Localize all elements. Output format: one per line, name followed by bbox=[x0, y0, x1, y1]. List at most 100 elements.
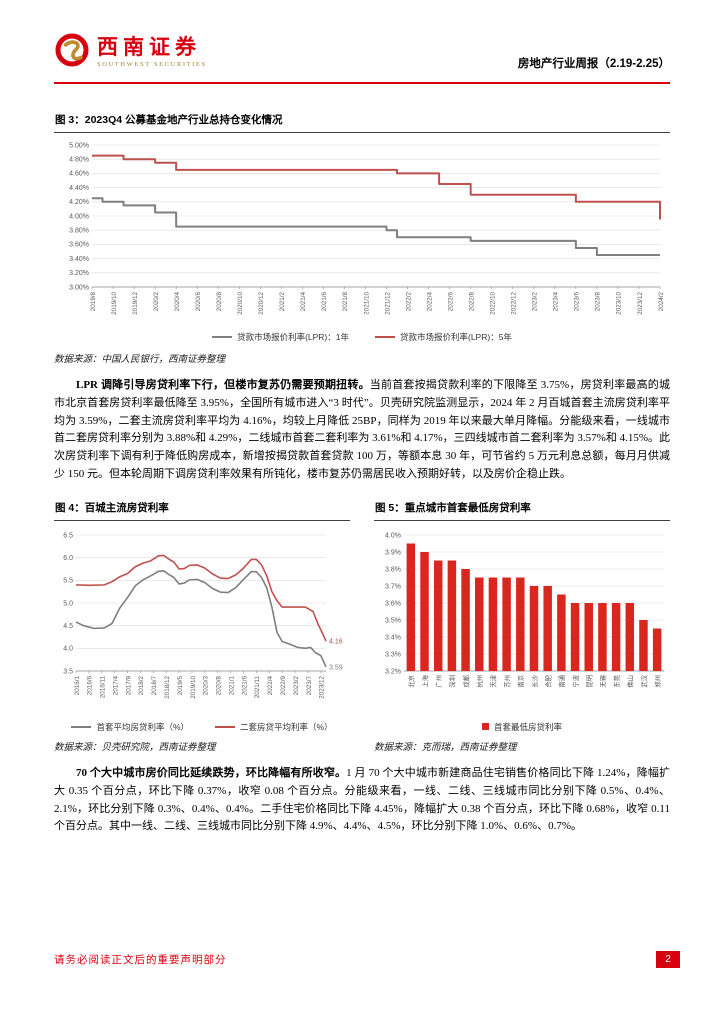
svg-text:北京: 北京 bbox=[407, 675, 416, 688]
figure-3-title: 图 3：2023Q4 公募基金地产行业总持仓变化情况 bbox=[54, 108, 670, 133]
svg-text:3.80%: 3.80% bbox=[69, 228, 89, 235]
figure-4-legend: 首套平均房贷利率（%） 二套房贷平均利率（%） bbox=[54, 721, 350, 733]
svg-text:4.00%: 4.00% bbox=[69, 213, 89, 220]
bar-广州 bbox=[433, 560, 443, 671]
svg-text:2023/2: 2023/2 bbox=[532, 292, 539, 312]
bar-北京 bbox=[406, 543, 416, 671]
bar-昆明 bbox=[584, 602, 593, 671]
figure-5-source: 数据来源：克而瑞，西南证券整理 bbox=[374, 742, 517, 753]
report-title: 房地产行业周报（2.19-2.25） bbox=[517, 58, 670, 70]
brand-name-cn: 西南证券 bbox=[97, 35, 201, 59]
svg-text:2017/4: 2017/4 bbox=[112, 675, 119, 695]
figure-3: 图 3：2023Q4 公募基金地产行业总持仓变化情况 3.00% 3.20% 3.4… bbox=[54, 108, 670, 365]
figure-4-source: 数据来源：贝壳研究院，西南证券整理 bbox=[54, 742, 216, 753]
lowest-rate-square-marker bbox=[481, 723, 489, 731]
svg-text:成都: 成都 bbox=[461, 674, 470, 687]
bar-无锡 bbox=[598, 602, 607, 671]
bar-郑州 bbox=[652, 628, 662, 671]
first-home-legend-label: 首套平均房贷利率（%） bbox=[96, 721, 189, 732]
figure-4: 图 4：百城主流房贷利率 3.5 4.0 4.5 5.0 5.5 6.0 6.5 2016/1… bbox=[54, 496, 350, 753]
lowest-rate-legend-label: 首套最低房贷利率 bbox=[493, 721, 562, 732]
second-home-legend-label: 二套房贷平均利率（%） bbox=[240, 721, 333, 732]
svg-text:3.5: 3.5 bbox=[63, 668, 73, 675]
svg-text:3.5%: 3.5% bbox=[385, 617, 401, 624]
brand-logo-icon bbox=[54, 32, 90, 73]
svg-text:南京: 南京 bbox=[516, 675, 525, 688]
lpr-1y-legend-label: 贷款市场报价利率(LPR)：1年 bbox=[237, 332, 349, 342]
svg-text:2022/6: 2022/6 bbox=[447, 292, 454, 312]
svg-text:2021/10: 2021/10 bbox=[363, 292, 370, 315]
page-header: 西南证券 SOUTHWEST SECURITIES 房地产行业周报（2.19-2… bbox=[54, 32, 670, 84]
svg-text:2020/8: 2020/8 bbox=[216, 675, 223, 695]
svg-text:武汉: 武汉 bbox=[639, 674, 648, 687]
bar-东莞 bbox=[611, 602, 621, 671]
lpr-1y-line-marker bbox=[212, 335, 233, 339]
svg-text:郑州: 郑州 bbox=[654, 675, 662, 688]
svg-text:2018/7: 2018/7 bbox=[151, 675, 158, 695]
svg-text:深圳: 深圳 bbox=[448, 675, 457, 688]
svg-text:2019/5: 2019/5 bbox=[177, 675, 184, 695]
legend-item-lowest-rate: 首套最低房贷利率 bbox=[481, 721, 562, 733]
svg-text:宁波: 宁波 bbox=[571, 674, 580, 687]
bar-苏州 bbox=[502, 577, 511, 671]
svg-text:合肥: 合肥 bbox=[543, 674, 552, 687]
svg-text:2021/6: 2021/6 bbox=[241, 675, 248, 695]
svg-text:6.5: 6.5 bbox=[63, 532, 73, 539]
svg-text:2022/9: 2022/9 bbox=[280, 675, 287, 695]
paragraph-lpr-lead: LPR 调降引导房贷利率下行，但楼市复苏仍需要预期扭转。 bbox=[76, 379, 370, 391]
svg-text:2018/12: 2018/12 bbox=[164, 675, 171, 698]
figures-row: 图 4：百城主流房贷利率 3.5 4.0 4.5 5.0 5.5 6.0 6.5 2016/1… bbox=[54, 496, 670, 753]
svg-text:2019/12: 2019/12 bbox=[132, 292, 139, 315]
svg-text:2022/8: 2022/8 bbox=[468, 292, 475, 312]
brand-name-en: SOUTHWEST SECURITIES bbox=[97, 61, 207, 68]
svg-text:3.00%: 3.00% bbox=[69, 284, 89, 291]
svg-text:3.9%: 3.9% bbox=[385, 549, 401, 556]
end-value-label: 4.16 bbox=[329, 638, 343, 645]
page-number-badge: 2 bbox=[656, 951, 680, 968]
series-line-1 bbox=[75, 554, 327, 642]
svg-text:5.0: 5.0 bbox=[63, 600, 73, 607]
svg-text:2023/8: 2023/8 bbox=[595, 292, 602, 312]
lpr-line-chart: 3.00% 3.20% 3.40% 3.60% 3.80% 4.00% 4.20% 4.40%… bbox=[69, 142, 665, 315]
svg-text:2023/2: 2023/2 bbox=[293, 675, 300, 695]
svg-text:2023/12: 2023/12 bbox=[637, 292, 644, 315]
svg-text:2023/6: 2023/6 bbox=[574, 292, 581, 312]
svg-text:长沙: 长沙 bbox=[530, 674, 539, 687]
svg-text:2021/2: 2021/2 bbox=[279, 292, 286, 312]
svg-text:3.2%: 3.2% bbox=[385, 668, 401, 675]
svg-text:3.4%: 3.4% bbox=[385, 634, 401, 641]
bar-合肥 bbox=[543, 585, 552, 671]
svg-text:4.0%: 4.0% bbox=[385, 532, 401, 539]
svg-text:2021/8: 2021/8 bbox=[342, 292, 349, 312]
legend-item-second-home: 二套房贷平均利率（%） bbox=[215, 721, 333, 733]
bar-深圳 bbox=[447, 560, 457, 671]
svg-text:2020/3: 2020/3 bbox=[203, 675, 210, 695]
lpr-5y-line-marker bbox=[375, 335, 395, 339]
svg-text:2016/11: 2016/11 bbox=[100, 675, 107, 698]
svg-text:苏州: 苏州 bbox=[502, 675, 511, 688]
figure-3-source: 数据来源：中国人民银行，西南证券整理 bbox=[54, 355, 226, 365]
svg-text:2021/4: 2021/4 bbox=[300, 292, 307, 312]
svg-text:2016/6: 2016/6 bbox=[87, 675, 94, 695]
series-line-1 bbox=[92, 154, 661, 220]
bar-成都 bbox=[461, 568, 470, 671]
bar-杭州 bbox=[475, 577, 484, 671]
svg-text:3.8%: 3.8% bbox=[385, 566, 401, 573]
paragraph-house-prices-body: 1 月 70 个大中城市新建商品住宅销售价格同比下降 1.24%，降幅扩大 0.… bbox=[54, 766, 670, 833]
svg-text:2022/4: 2022/4 bbox=[267, 675, 274, 695]
svg-text:无锡: 无锡 bbox=[598, 675, 607, 688]
paragraph-house-prices: 70 个大中城市房价同比延续跌势，环比降幅有所收窄。1 月 70 个大中城市新建… bbox=[54, 765, 670, 836]
svg-text:2023/12: 2023/12 bbox=[319, 675, 326, 698]
svg-text:4.20%: 4.20% bbox=[69, 199, 89, 206]
svg-text:2022/10: 2022/10 bbox=[490, 292, 497, 315]
svg-text:5.00%: 5.00% bbox=[69, 142, 89, 149]
svg-text:5.5: 5.5 bbox=[63, 578, 73, 585]
svg-text:广州: 广州 bbox=[434, 675, 443, 688]
svg-text:4.5: 4.5 bbox=[63, 623, 73, 630]
svg-text:南通: 南通 bbox=[557, 674, 566, 687]
svg-text:3.20%: 3.20% bbox=[69, 270, 89, 277]
svg-text:2016/1: 2016/1 bbox=[74, 675, 81, 695]
svg-text:2023/7: 2023/7 bbox=[306, 675, 313, 695]
figure-5-title: 图 5：重点城市首套最低房贷利率 bbox=[374, 496, 670, 521]
svg-text:4.0: 4.0 bbox=[63, 646, 73, 653]
